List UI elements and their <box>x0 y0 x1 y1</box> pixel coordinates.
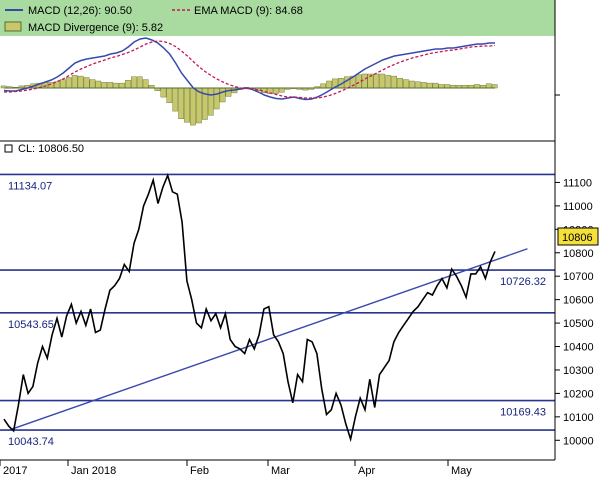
y-tick-label-8: 10800 <box>563 248 594 260</box>
divergence-bar-28 <box>166 87 173 103</box>
x-tick-label-4: Apr <box>358 465 375 477</box>
divergence-bar-17 <box>101 82 108 89</box>
divergence-bar-30 <box>178 87 185 119</box>
divergence-bar-68 <box>403 79 409 89</box>
price-line <box>3 172 496 443</box>
macd-legend-macd: MACD (12,26): 90.50 <box>28 5 132 17</box>
divergence-bar-72 <box>426 82 433 89</box>
x-tick-label-2: Feb <box>190 465 209 477</box>
divergence-bar-16 <box>95 80 102 89</box>
divergence-bar-32 <box>190 87 196 126</box>
y-tick-label-3: 10300 <box>563 365 594 377</box>
cl-label: CL: 10806.50 <box>18 143 84 155</box>
divergence-bar-24 <box>142 79 149 89</box>
divergence-bar-65 <box>385 75 392 89</box>
divergence-bar-38 <box>225 87 232 97</box>
divergence-bar-18 <box>107 82 114 89</box>
divergence-bar-67 <box>397 77 403 89</box>
divergence-bar-75 <box>444 84 451 89</box>
divergence-bar-80 <box>474 84 480 89</box>
y-tick-label-4: 10400 <box>563 342 594 354</box>
divergence-bar-27 <box>160 87 167 98</box>
divergence-bar-74 <box>438 84 445 89</box>
divergence-bar-21 <box>125 80 131 89</box>
divergence-bar-0 <box>0 85 7 89</box>
divergence-bar-71 <box>420 82 427 89</box>
divergence-bar-11 <box>65 77 72 89</box>
divergence-bar-73 <box>432 82 439 89</box>
macd-legend-background <box>0 0 555 36</box>
divergence-bar-12 <box>71 75 78 89</box>
macd-legend-ema: EMA MACD (9): 84.68 <box>194 5 303 17</box>
y-ticks-group: 10000 10100 10200 10300 10400 10500 10600 10700… <box>555 177 594 447</box>
y-tick-label-10: 11000 <box>563 201 593 213</box>
y-tick-label-11: 11100 <box>563 177 592 189</box>
cl-legend-swatch <box>4 144 13 153</box>
divergence-bar-36 <box>213 87 220 110</box>
macd-hist-group <box>0 73 498 126</box>
macd-line <box>3 37 495 101</box>
level-label-4: 10043.74 <box>8 436 54 448</box>
current-value-label: 10806 <box>562 232 593 244</box>
divergence-bar-55 <box>326 80 332 89</box>
divergence-bar-13 <box>77 75 84 89</box>
divergence-bar-31 <box>184 87 190 123</box>
divergence-bar-60 <box>355 74 362 89</box>
y-tick-label-6: 10600 <box>563 295 594 307</box>
macd-legend-divergence: MACD Divergence (9): 5.82 <box>28 22 163 34</box>
divergence-bar-70 <box>414 81 421 89</box>
y-tick-label-2: 10200 <box>563 388 594 400</box>
divergence-bar-46 <box>273 87 279 94</box>
divergence-bar-37 <box>219 87 226 103</box>
current-value-box <box>557 227 599 246</box>
level-label-1: 10726.32 <box>500 276 546 288</box>
x-tick-label-3: Mar <box>271 465 290 477</box>
divergence-bar-29 <box>172 87 179 112</box>
divergence-bar-63 <box>373 73 380 89</box>
divergence-bar-22 <box>130 76 137 89</box>
divergence-bar-35 <box>207 87 214 116</box>
x-tick-label-5: May <box>451 465 472 477</box>
level-label-2: 10543.65 <box>8 319 54 331</box>
macd-legend-swatch-divergence <box>4 21 22 32</box>
divergence-bar-20 <box>119 82 125 89</box>
level-label-0: 11134.07 <box>8 180 52 192</box>
divergence-bar-82 <box>485 83 492 89</box>
x-ticks-group: 2017 Jan 2018 Feb Mar Apr May <box>0 460 472 477</box>
divergence-bar-83 <box>491 84 498 89</box>
divergence-bar-47 <box>278 87 285 93</box>
divergence-bar-69 <box>409 80 415 89</box>
y-tick-label-5: 10500 <box>563 318 594 330</box>
levels-group: 11134.07 10726.32 10543.65 10169.43 10043.74 <box>0 173 555 448</box>
x-tick-label-1: Jan 2018 <box>71 465 116 477</box>
divergence-bar-14 <box>83 77 90 89</box>
divergence-bar-54 <box>320 83 327 89</box>
divergence-bar-23 <box>136 76 143 89</box>
divergence-bar-10 <box>60 79 66 89</box>
level-label-3: 10169.43 <box>500 407 546 419</box>
y-tick-label-1: 10100 <box>563 412 594 424</box>
divergence-bar-66 <box>391 75 398 89</box>
ema-macd-line <box>4 40 496 99</box>
y-tick-label-7: 10700 <box>563 271 594 283</box>
divergence-bar-19 <box>113 82 119 89</box>
x-tick-label-0: 2017 <box>3 465 27 477</box>
y-tick-label-0: 10000 <box>563 435 594 447</box>
divergence-bar-64 <box>379 73 386 89</box>
divergence-bar-15 <box>89 79 96 89</box>
